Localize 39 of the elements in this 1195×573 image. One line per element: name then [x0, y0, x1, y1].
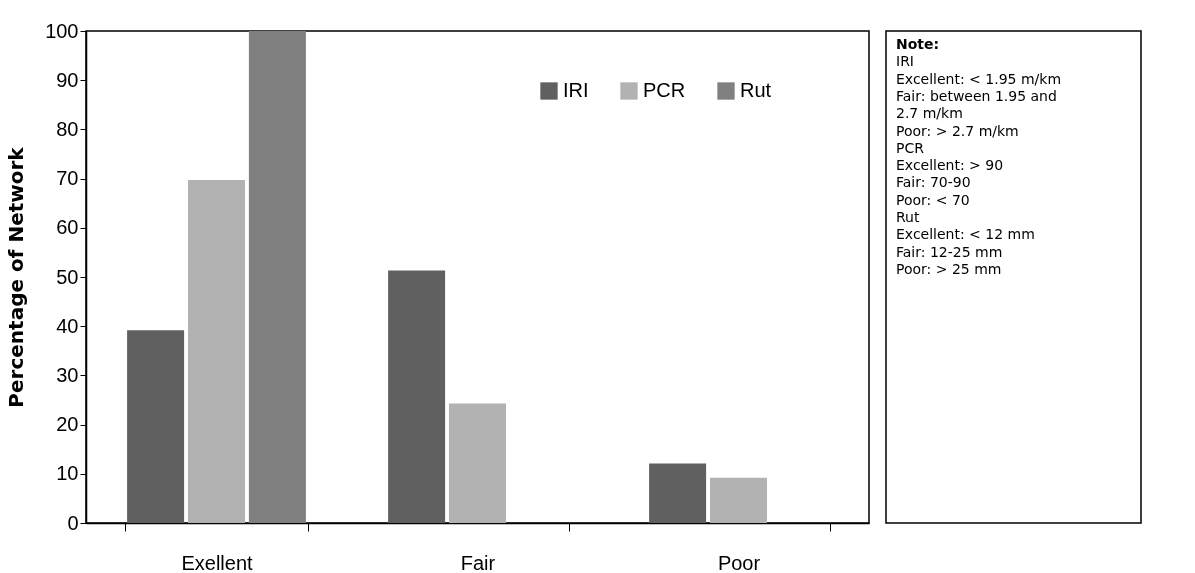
y-tick-label: 70	[56, 167, 79, 190]
x-tick-label: Fair	[460, 551, 496, 573]
y-tick-label: 20	[56, 413, 79, 436]
text: PCR	[896, 139, 925, 156]
text: Note:	[896, 36, 940, 52]
text: Fair: 70-90	[896, 174, 971, 191]
text: Excellent: > 90	[896, 157, 1004, 174]
text: 2.7 m/km	[896, 105, 963, 122]
y-tick-label: 40	[56, 314, 79, 337]
y-tick-label: 80	[56, 117, 79, 140]
legend-label: PCR	[643, 79, 686, 101]
text: Excellent: < 12 mm	[896, 226, 1035, 243]
y-tick-label: 50	[56, 265, 79, 288]
bar	[710, 477, 767, 523]
text: IRI	[896, 53, 914, 70]
text: Excellent: < 1.95 m/km	[896, 70, 1062, 87]
y-tick-label: 10	[56, 462, 79, 485]
legend-label: IRI	[563, 79, 589, 101]
text: Fair: 12-25 mm	[896, 243, 1003, 260]
bar	[388, 270, 446, 523]
bar	[649, 463, 707, 523]
bar	[449, 403, 506, 523]
x-tick-label: Poor	[717, 551, 761, 573]
legend-label: Rut	[740, 79, 772, 101]
text: Poor: > 2.7 m/km	[896, 122, 1019, 139]
y-tick-label: 30	[56, 363, 79, 386]
text: Poor: > 25 mm	[896, 260, 1002, 277]
y-axis-title: Percentage of Network	[4, 146, 29, 408]
bar	[127, 330, 185, 523]
bar	[188, 180, 245, 523]
y-tick-label: 60	[56, 216, 79, 239]
y-tick-label: 90	[56, 68, 79, 91]
text: Poor: < 70	[896, 191, 970, 208]
text: Fair: between 1.95 and	[896, 87, 1057, 104]
text: Rut	[896, 209, 920, 225]
x-tick-label: Exellent	[181, 551, 254, 573]
bar	[248, 31, 306, 523]
y-tick-label: 100	[45, 19, 79, 42]
y-tick-label: 0	[67, 511, 79, 534]
